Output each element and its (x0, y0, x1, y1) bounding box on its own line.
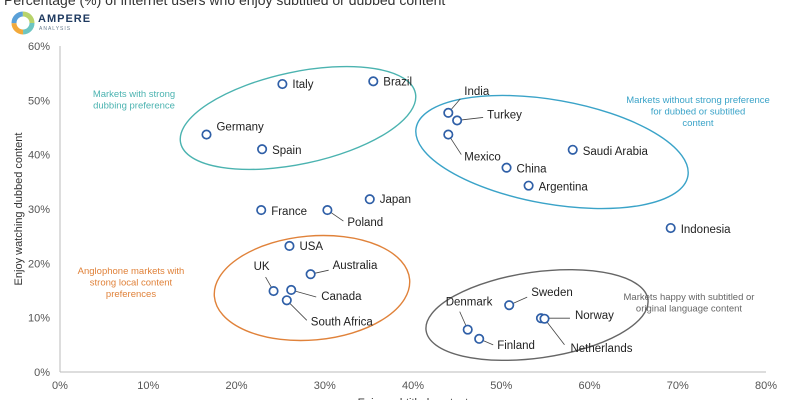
data-point-marker (474, 333, 485, 344)
data-point-label: Indonesia (681, 224, 731, 236)
data-point-marker (284, 240, 295, 251)
data-point-label: Argentina (539, 182, 589, 194)
data-point-label: Denmark (446, 297, 493, 309)
x-tick-label: 80% (755, 380, 777, 392)
data-point-label: Australia (333, 260, 378, 272)
data-point-marker (462, 324, 473, 335)
data-point-marker (277, 78, 288, 90)
logo-subtitle: ANALYSIS (39, 26, 72, 32)
data-point-label: Italy (292, 79, 313, 91)
data-point-marker (443, 107, 454, 118)
data-point-marker (286, 284, 297, 296)
group-ellipse (213, 234, 411, 342)
data-point-label: USA (299, 241, 323, 253)
x-tick-label: 30% (314, 380, 336, 392)
y-tick-label: 0% (34, 367, 50, 379)
data-point-label: Saudi Arabia (583, 146, 649, 158)
data-point-marker (523, 180, 534, 191)
data-point-marker (322, 205, 333, 216)
data-point-marker (256, 205, 267, 216)
data-point-marker (452, 115, 463, 126)
data-point-label: Germany (216, 122, 264, 134)
data-point-label: Finland (497, 340, 535, 352)
group-label: Anglophone markets with strong local cont… (78, 266, 185, 300)
data-point-label: South Africa (311, 316, 374, 328)
x-tick-label: 20% (225, 380, 247, 392)
y-tick-label: 10% (28, 313, 50, 325)
group-ellipse (425, 268, 649, 362)
x-tick-label: 60% (578, 380, 600, 392)
leader-line (544, 318, 565, 345)
data-point-marker (501, 162, 512, 173)
group-label: Markets without strong preference for dub… (626, 95, 770, 129)
x-axis-title: Enjoy subtitled content (358, 397, 469, 400)
data-point-marker (201, 129, 212, 140)
x-tick-label: 10% (137, 380, 159, 392)
ampere-ring-logo-icon (11, 11, 35, 35)
data-point-label: Canada (321, 291, 362, 303)
data-point-marker (364, 194, 375, 205)
data-point-label: France (271, 206, 307, 218)
data-point-marker (268, 285, 279, 297)
data-point-marker (665, 222, 676, 234)
x-tick-label: 70% (667, 380, 689, 392)
x-tick-label: 50% (490, 380, 512, 392)
data-point-marker (281, 295, 292, 306)
data-point-marker (567, 144, 578, 155)
data-point-marker (305, 269, 316, 280)
data-point-label: Brazil (383, 76, 412, 88)
data-point-label: Turkey (487, 109, 522, 121)
data-point-label: Netherlands (570, 343, 632, 355)
y-axis-title: Enjoy watching dubbed content (13, 133, 25, 286)
data-point-marker (539, 313, 550, 324)
y-tick-label: 20% (28, 258, 50, 270)
logo: AMPERE ANALYSIS (8, 8, 118, 38)
data-point-marker (257, 144, 268, 155)
data-point-label: Poland (347, 217, 383, 229)
y-tick-label: 40% (28, 150, 50, 162)
data-point-label: Spain (272, 145, 301, 157)
y-tick-label: 60% (28, 41, 50, 53)
x-tick-label: 40% (402, 380, 424, 392)
logo-name: AMPERE (38, 13, 92, 25)
y-tick-label: 30% (28, 204, 50, 216)
group-ellipse (179, 65, 417, 171)
data-point-marker (443, 129, 454, 140)
data-point-label: Norway (575, 310, 614, 322)
data-point-label: China (517, 164, 548, 176)
data-point-label: Mexico (464, 152, 500, 164)
data-point-label: UK (254, 261, 270, 273)
group-label: Markets with strong dubbing preference (93, 89, 175, 112)
group-ellipse (415, 94, 689, 210)
y-tick-label: 50% (28, 95, 50, 107)
data-point-label: India (464, 86, 490, 98)
data-point-label: Japan (380, 194, 411, 206)
data-point-marker (368, 76, 379, 87)
data-point-marker (504, 300, 515, 311)
x-tick-label: 0% (52, 380, 68, 392)
group-label: Markets happy with subtitled or original … (624, 292, 755, 315)
page-title: Percentage (%) of internet users who enj… (4, 0, 446, 8)
data-point-label: Sweden (531, 287, 573, 299)
